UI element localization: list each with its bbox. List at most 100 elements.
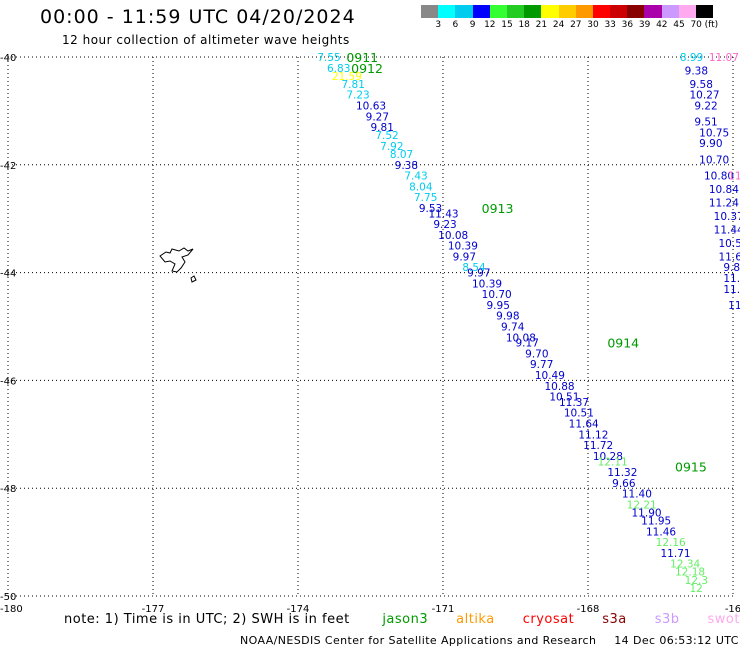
legend-swatch xyxy=(455,5,473,18)
wave-height-value: 21.59 xyxy=(332,71,362,83)
wave-height-value: 9.70 xyxy=(525,348,548,360)
legend-swatch xyxy=(558,5,576,18)
legend-label: 9 xyxy=(469,20,476,30)
wave-height-value: 10.51 xyxy=(549,392,579,404)
footer-note: note: 1) Time is in UTC; 2) SWH is in fe… xyxy=(64,612,740,627)
wave-height-value: 9.98 xyxy=(496,311,519,323)
wave-height-value: 10.39 xyxy=(448,241,478,253)
legend-swatch xyxy=(661,5,679,18)
time-label: 0912 xyxy=(351,61,383,76)
legend-swatch xyxy=(421,5,439,18)
legend-label: 21 xyxy=(535,20,548,30)
wave-height-value: 11.95 xyxy=(641,516,671,528)
footer-credit: NOAA/NESDIS Center for Satellite Applica… xyxy=(240,634,740,647)
map-grid xyxy=(7,56,734,597)
legend-swatch xyxy=(438,5,456,18)
legend-swatches xyxy=(421,5,731,18)
lon-tick-label: -180 xyxy=(0,604,23,615)
wave-height-value: 10.84 xyxy=(709,184,739,196)
wave-height-value: 10.49 xyxy=(535,370,565,382)
legend-swatch xyxy=(696,5,714,18)
wave-height-value: 11.4 xyxy=(723,273,740,285)
island-outline xyxy=(159,247,197,283)
altimeter-tracks: 7.556.8321.597.817.2310.639.279.817.527.… xyxy=(317,52,740,595)
legend-label: 42 xyxy=(656,20,668,30)
time-label: 0915 xyxy=(675,460,707,475)
legend-label: 33 xyxy=(604,20,616,30)
legend-label: 36 xyxy=(621,20,634,30)
wave-height-value: 11.37 xyxy=(559,397,589,409)
satellite-label: jason3 xyxy=(382,612,429,627)
time-label: 0911 xyxy=(346,50,378,65)
wave-height-value: 11.64 xyxy=(569,419,599,431)
page-title: 00:00 - 11:59 UTC 04/20/2024 xyxy=(40,6,356,28)
axis-labels: -180 -177 -174 -171 -168 -16 -40 -42 -44 -46 -48 -5… xyxy=(0,53,740,615)
note-text: note: 1) Time is in UTC; 2) SWH is in fe… xyxy=(64,612,350,627)
legend-label: 12 xyxy=(484,20,496,30)
wave-height-value: 8.07 xyxy=(390,149,413,161)
lat-tick-label: -44 xyxy=(0,269,16,280)
legend-label: 6 xyxy=(452,20,459,30)
legend-label: 45 xyxy=(673,20,685,30)
wave-height-value: 12.16 xyxy=(656,537,686,549)
legend-swatch xyxy=(592,5,611,18)
wave-height-value: 9.23 xyxy=(433,219,456,231)
island-shape xyxy=(159,247,194,273)
wave-height-value: 7.23 xyxy=(346,90,369,102)
legend-swatch xyxy=(627,5,645,18)
wave-height-value: 9.51 xyxy=(694,117,717,129)
wave-height-value: 7.52 xyxy=(375,130,398,142)
legend-swatch xyxy=(575,5,593,18)
wave-height-value: 10.28 xyxy=(593,451,623,463)
satellite-label: altika xyxy=(456,612,495,627)
wave-height-value: 10.37 xyxy=(714,211,740,223)
wave-height-value: 9.90 xyxy=(699,138,722,150)
wave-height-value: 9.58 xyxy=(690,79,713,91)
wave-height-value: 10.51 xyxy=(564,408,594,420)
satellite-label: s3b xyxy=(654,612,680,627)
time-label: 0913 xyxy=(482,201,514,216)
legend-swatch xyxy=(506,5,525,18)
wave-height-value: 9.95 xyxy=(487,300,510,312)
wave-height-value: 12.11 xyxy=(598,456,628,468)
wave-height-value: 10.80 xyxy=(704,171,734,183)
legend-label: 70 xyxy=(690,20,702,30)
legend-swatch xyxy=(524,5,542,18)
satellite-label: cryosat xyxy=(522,612,575,627)
wave-height-value: 11 xyxy=(728,171,740,183)
satellite-label: swot xyxy=(707,612,740,627)
island-shape-small xyxy=(190,275,197,283)
wave-height-value: 10.08 xyxy=(506,332,536,344)
legend-labels: 3 6 9 12 15 18 21 24 27 30 33 36 39 42 45 70 (ft) xyxy=(421,18,731,32)
wave-height-value: 8.04 xyxy=(409,181,433,193)
lon-tick-label: -177 xyxy=(142,604,165,615)
lon-tick-label: -168 xyxy=(577,604,600,615)
time-label: 0914 xyxy=(607,336,639,351)
wave-height-value: 9.38 xyxy=(685,65,708,77)
wave-height-value: 9.17 xyxy=(516,338,539,350)
lon-tick-label: -16 xyxy=(725,604,740,615)
wave-height-value: 12.18 xyxy=(675,567,705,579)
wave-height-value: 7.55 xyxy=(317,52,340,64)
timestamp: 14 Dec 06:53:12 UTC 2024 xyxy=(614,634,740,647)
wave-height-value: 10.75 xyxy=(699,127,729,139)
wave-height-value: 11. xyxy=(723,284,740,296)
lat-tick-label: -46 xyxy=(0,376,16,387)
wave-height-value: 9.53 xyxy=(419,203,442,215)
wave-height-value: 11.71 xyxy=(661,548,691,560)
wave-height-value: 9.77 xyxy=(530,359,553,371)
lat-tick-label: -40 xyxy=(0,53,16,64)
wave-height-value: 10.63 xyxy=(356,101,386,113)
wave-height-value: 7.43 xyxy=(404,171,427,183)
wave-height-value: 11.07 xyxy=(709,52,739,64)
wave-height-value: 9.27 xyxy=(366,111,389,123)
wave-height-value: 12.3 xyxy=(685,575,708,587)
wave-height-value: 11.24 xyxy=(709,198,739,210)
wave-height-value: 9.81 xyxy=(371,122,394,134)
wave-height-value: 9.97 xyxy=(467,268,490,280)
wave-height-value: 10.39 xyxy=(472,278,502,290)
wave-height-value: 6.83 xyxy=(327,63,350,75)
wave-height-value: 10.88 xyxy=(545,381,575,393)
